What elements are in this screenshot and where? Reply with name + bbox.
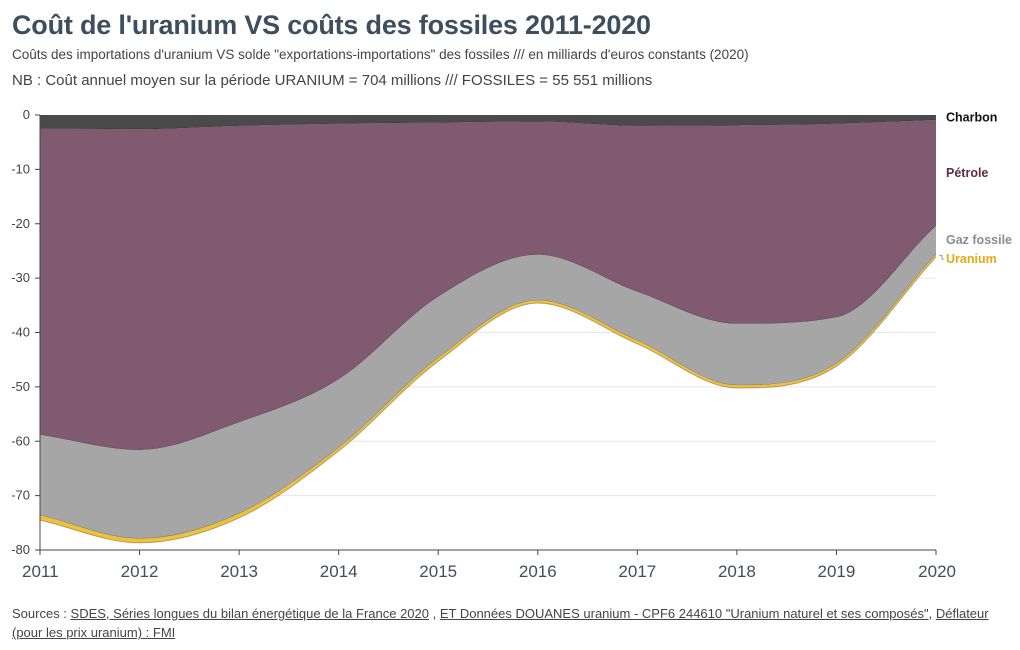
x-tick-label: 2016 [519, 562, 557, 581]
y-tick-label: -80 [11, 542, 30, 557]
x-tick-label: 2011 [22, 562, 59, 581]
y-tick-label: -50 [11, 379, 30, 394]
y-tick-label: -30 [11, 270, 30, 285]
area-boundary-line [39, 256, 937, 544]
chart-title: Coût de l'uranium VS coûts des fossiles … [12, 10, 651, 40]
source-link-sdes[interactable]: SDES, Séries longues du bilan énergétiqu… [70, 606, 429, 621]
area-series [39, 115, 937, 544]
sources-separator: , [928, 606, 936, 621]
sources: Sources : SDES, Séries longues du bilan … [12, 604, 1002, 642]
series-label-gaz-fossile: Gaz fossile [946, 233, 1012, 247]
x-tick-label: 2019 [818, 562, 856, 581]
chart-subtitle: Coûts des importations d'uranium VS sold… [12, 47, 749, 62]
x-tick-label: 2013 [220, 562, 258, 581]
axes: 0 -10 -20 -30 -40 -50 -60 -70 -80 2011 2012 2013 201… [11, 107, 956, 581]
chart-note: NB : Coût annuel moyen sur la période UR… [12, 72, 653, 89]
x-tick-label: 2012 [121, 562, 159, 581]
series-label-charbon: Charbon [946, 110, 997, 124]
x-tick-label: 2014 [320, 562, 358, 581]
series-label-connector [939, 255, 944, 260]
y-tick-label: -40 [11, 325, 30, 340]
x-tick-label: 2020 [918, 562, 956, 581]
series-labels: Charbon Pétrole Gaz fossile Uranium [939, 110, 1012, 266]
sources-prefix: Sources : [12, 606, 71, 621]
series-label-uranium: Uranium [946, 252, 997, 266]
y-tick-label: -60 [11, 433, 30, 448]
stacked-area-chart: 0 -10 -20 -30 -40 -50 -60 -70 -80 2011 2012 2013 201… [11, 107, 1012, 581]
source-link-douanes[interactable]: ET Données DOUANES uranium - CPF6 244610… [439, 606, 929, 621]
x-tick-label: 2015 [419, 562, 457, 581]
source-link-fmi[interactable]: Déflateur (pour les prix uranium) : FMI [12, 606, 989, 640]
x-tick-label: 2017 [618, 562, 656, 581]
y-tick-label: 0 [23, 107, 30, 122]
x-tick-label: 2018 [718, 562, 756, 581]
y-tick-label: -20 [11, 216, 30, 231]
sources-separator: , [429, 606, 440, 621]
area-p-trole [40, 119, 936, 450]
y-tick-label: -70 [11, 488, 30, 503]
y-tick-label: -10 [11, 161, 30, 176]
area-gaz-fossile [40, 225, 936, 539]
series-label-p-trole: Pétrole [946, 166, 988, 180]
area-charbon [40, 115, 936, 130]
